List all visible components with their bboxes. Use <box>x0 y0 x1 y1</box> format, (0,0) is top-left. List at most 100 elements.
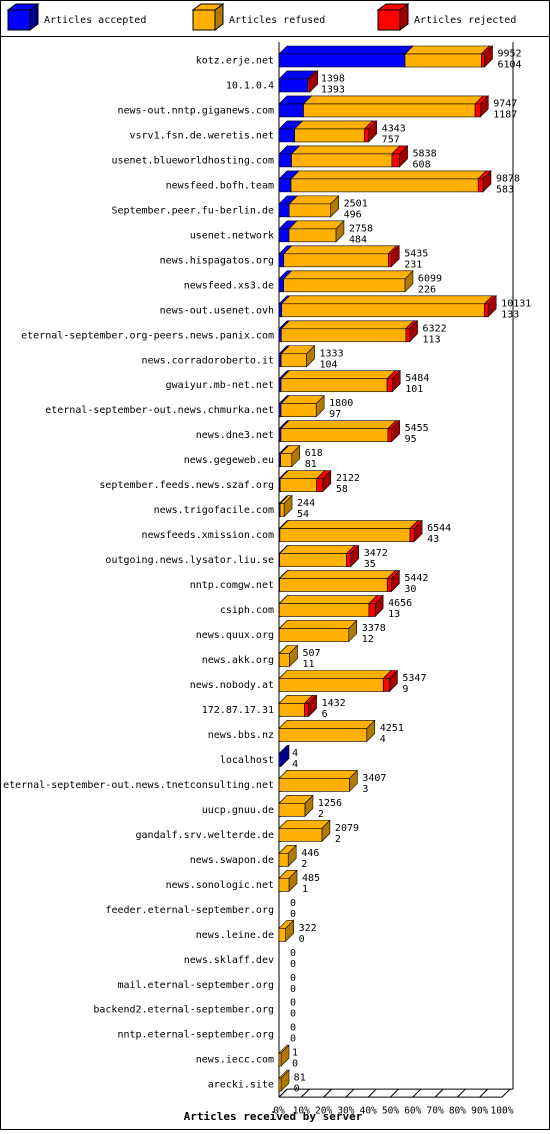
bar-top <box>278 45 414 55</box>
accepted-label: 2 <box>335 834 341 845</box>
bar-top <box>278 770 359 779</box>
x-tick-label: 100% <box>491 1106 514 1117</box>
bar-top <box>283 245 398 255</box>
total-label: 5435 <box>404 248 428 259</box>
total-label: 2122 <box>336 473 360 484</box>
y-tick-label: news.leine.de <box>196 930 274 941</box>
bar-segment <box>278 744 290 768</box>
total-label: 1398 <box>321 73 345 84</box>
bar-front <box>279 578 388 592</box>
bar-front <box>387 428 392 442</box>
y-tick-label: kotz.erje.net <box>196 55 274 66</box>
accepted-label: 1 <box>302 884 308 895</box>
y-tick-label: september.feeds.news.szaf.org <box>99 480 274 491</box>
bar-segment <box>278 619 358 643</box>
bar-top <box>278 595 378 604</box>
bar-front <box>278 603 370 617</box>
accepted-label: 101 <box>405 384 423 395</box>
bar-front <box>279 528 411 542</box>
total-label: 507 <box>302 648 320 659</box>
accepted-label: 0 <box>294 1084 300 1095</box>
bar-front <box>278 778 350 792</box>
bar-front <box>474 103 481 118</box>
accepted-label: 0 <box>290 909 296 920</box>
y-tick-label: gandalf.srv.welterde.de <box>136 830 274 841</box>
total-label: 5455 <box>405 423 429 434</box>
bar-segment <box>391 145 409 168</box>
accepted-label: 231 <box>404 259 422 270</box>
bar-front <box>278 228 290 243</box>
bar-front <box>278 653 290 667</box>
accepted-label: 6104 <box>497 59 521 70</box>
bar-front <box>409 528 415 542</box>
bar-segment <box>278 644 299 668</box>
y-tick-label: newsfeed.xs3.de <box>184 280 274 291</box>
y-tick-label: backend2.eternal-september.org <box>93 1005 274 1016</box>
accepted-label: 484 <box>349 234 367 245</box>
bar-top <box>404 45 491 55</box>
accepted-label: 11 <box>302 659 314 670</box>
y-tick-label: usenet.network <box>190 230 274 241</box>
y-tick-label: news.iecc.com <box>196 1055 274 1066</box>
bar-front <box>386 578 392 592</box>
bar-top <box>278 820 331 829</box>
total-label: 4656 <box>388 598 412 609</box>
accepted-label: 0 <box>290 959 296 970</box>
bar-segment <box>278 95 313 118</box>
accepted-label: 757 <box>382 134 400 145</box>
y-tick-label: news-out.usenet.ovh <box>160 305 274 316</box>
bar-front <box>281 328 407 343</box>
bar-front <box>283 278 406 293</box>
bar-top <box>278 620 358 629</box>
bar-front <box>368 603 376 617</box>
bar-front <box>278 278 284 293</box>
bar-top <box>282 270 414 280</box>
x-tick-label: 20% <box>315 1106 332 1117</box>
bar-front <box>278 878 290 892</box>
total-label: 4343 <box>382 123 406 134</box>
legend-swatch <box>191 3 225 31</box>
accepted-label: 2 <box>318 809 324 820</box>
y-tick-label: news.nobody.at <box>190 680 274 691</box>
bar-segment <box>279 469 326 493</box>
bar-front <box>278 153 292 168</box>
bar-front <box>288 203 331 218</box>
bar-front <box>484 303 489 318</box>
accepted-label: 95 <box>405 434 417 445</box>
total-label: 1432 <box>322 698 346 709</box>
bar-top <box>302 95 484 105</box>
y-tick-label: news.corradoroberto.it <box>142 355 274 366</box>
bar-front <box>278 1077 282 1092</box>
bar-top <box>278 570 396 579</box>
accepted-label: 496 <box>344 209 362 220</box>
bar-segment <box>278 869 298 893</box>
bar-segment <box>386 370 401 393</box>
total-label: 4 <box>292 748 298 759</box>
bar-segment <box>368 594 384 618</box>
bar-front <box>283 253 389 268</box>
total-label: 0 <box>290 998 296 1009</box>
bar-segment <box>290 170 487 193</box>
y-tick-label: outgoing.news.lysator.liu.se <box>105 555 274 566</box>
bar-front <box>307 78 311 93</box>
bar-segment <box>278 919 295 943</box>
bar-segment <box>474 95 489 118</box>
bar-front <box>303 103 476 118</box>
bar-top <box>278 545 356 554</box>
accepted-label: 2 <box>301 859 307 870</box>
bar-front <box>477 178 484 193</box>
bar-segment <box>290 145 401 168</box>
accepted-label: 12 <box>362 634 374 645</box>
bar-front <box>278 403 282 418</box>
bar-segment <box>345 544 360 568</box>
accepted-label: 0 <box>292 1059 298 1070</box>
bar-front <box>288 228 337 243</box>
y-tick-label: news.swapon.de <box>190 855 274 866</box>
y-tick-label: nntp.comgw.net <box>190 580 274 591</box>
bar-segment <box>278 1069 290 1092</box>
accepted-label: 0 <box>299 934 305 945</box>
bar-segment <box>303 694 318 718</box>
accepted-label: 58 <box>336 484 348 495</box>
accepted-label: 13 <box>388 609 400 620</box>
x-tick <box>323 1088 332 1098</box>
